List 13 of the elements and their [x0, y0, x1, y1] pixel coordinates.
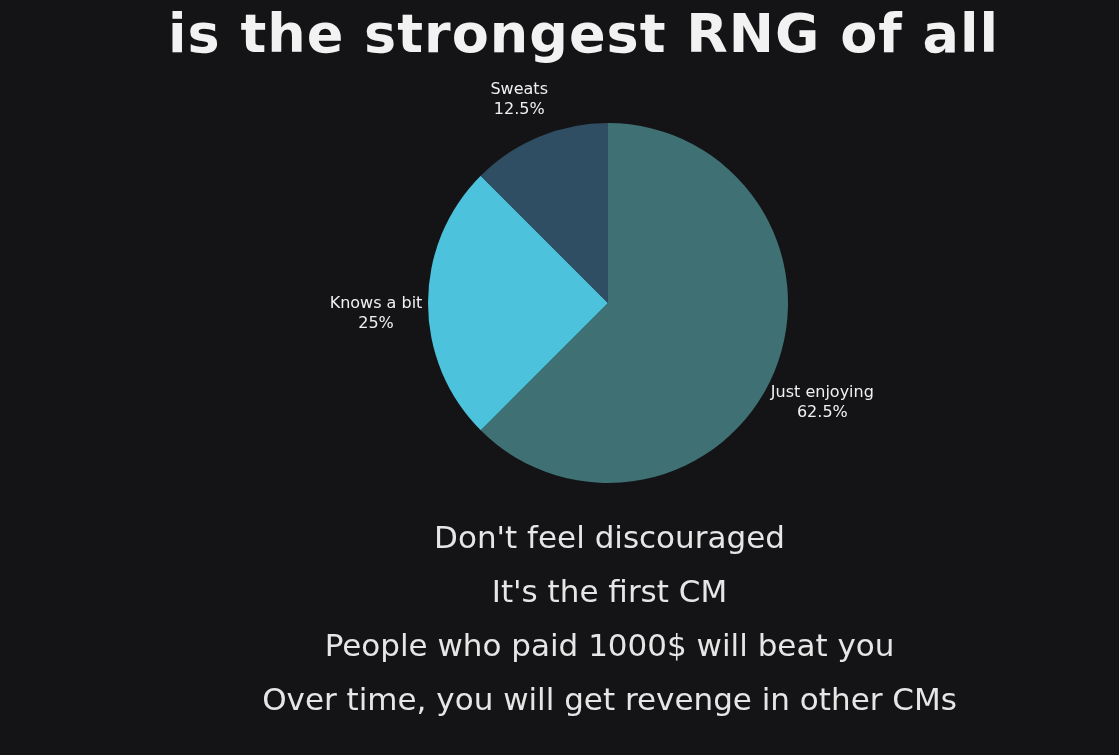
text: Don't feel discouraged — [433, 518, 786, 557]
data-label: 62.5% — [796, 401, 848, 421]
data-label: 25% — [358, 313, 394, 332]
chart-title: is the strongest RNG of all — [166, 2, 1000, 65]
pie-slice — [480, 123, 608, 303]
text: It's the first CM — [490, 572, 729, 611]
data-label: 12.5% — [493, 98, 545, 118]
pie-slice — [428, 175, 608, 431]
text: Over time, you will get revenge in other CMs — [261, 680, 958, 719]
slice-label: Just enjoying — [769, 381, 874, 401]
text: People who paid 1000$ will beat you — [323, 626, 896, 665]
slice-label: Knows a bit — [329, 293, 423, 312]
slice-label: Sweats — [490, 78, 548, 98]
